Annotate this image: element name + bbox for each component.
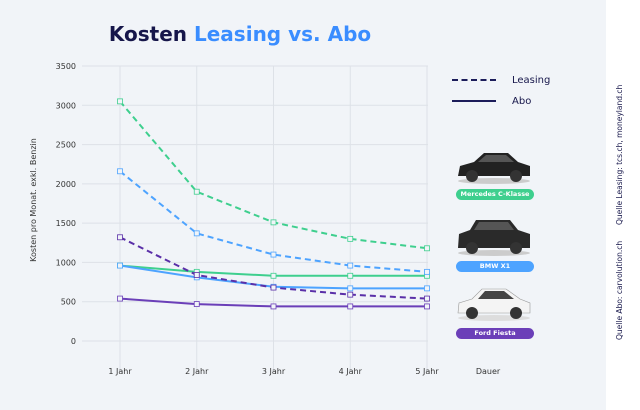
y-tick-label: 1000 — [56, 258, 76, 267]
series-line-bmw-x1-leasing — [119, 170, 428, 273]
data-point — [347, 262, 354, 269]
source-leasing: Quelle Leasing: tcs.ch, moneyland.ch — [615, 84, 624, 225]
data-point — [347, 272, 354, 279]
y-tick-label: 0 — [71, 337, 76, 346]
data-point — [347, 285, 354, 292]
x-tick-label: 2 Jahr — [185, 367, 209, 376]
y-tick-label: 3000 — [56, 101, 76, 110]
x-tick-label: 4 Jahr — [339, 367, 363, 376]
data-point — [117, 168, 123, 175]
data-point — [424, 285, 430, 292]
y-tick-label: 500 — [61, 298, 76, 307]
dashed-line-swatch — [452, 79, 496, 81]
data-point — [193, 230, 200, 237]
car-label-ford: Ford Fiesta — [456, 328, 534, 339]
data-point — [424, 303, 430, 310]
y-tick-label: 2500 — [56, 141, 76, 150]
data-point — [117, 295, 123, 302]
x-tick-label: 3 Jahr — [262, 367, 286, 376]
x-tick-label: 1 Jahr — [108, 367, 132, 376]
car-label-bmw: BMW X1 — [456, 261, 534, 272]
data-point — [424, 245, 430, 252]
chart-panel — [0, 0, 606, 410]
title-part1: Kosten — [108, 22, 188, 46]
mercedes-car-image — [458, 153, 530, 184]
title-part2: Leasing vs. Abo — [194, 22, 372, 46]
y-tick-label: 1500 — [56, 219, 76, 228]
data-point — [117, 98, 123, 105]
data-point — [347, 291, 354, 298]
data-point — [117, 262, 123, 269]
data-point — [347, 235, 354, 242]
data-point — [193, 272, 200, 278]
ford-car-image — [457, 288, 531, 321]
car-label-mercedes: Mercedes C-Klasse — [456, 189, 534, 200]
x-axis-label: Dauer — [476, 367, 501, 376]
legend-abo-label: Abo — [512, 96, 532, 107]
data-point — [270, 303, 277, 310]
data-point — [270, 272, 277, 279]
data-point — [193, 301, 200, 307]
legend-leasing-label: Leasing — [512, 75, 551, 86]
y-axis-label: Kosten pro Monat. exkl. Benzin — [29, 138, 38, 262]
bmw-car-image — [458, 220, 530, 256]
legend-abo: Abo — [452, 96, 531, 107]
source-abo: Quelle Abo: carvolution.ch — [615, 240, 624, 340]
data-point — [270, 251, 277, 258]
data-point — [193, 188, 200, 195]
data-point — [424, 295, 430, 302]
data-point — [270, 219, 277, 226]
data-point — [270, 284, 277, 291]
y-tick-label: 2000 — [56, 180, 76, 189]
x-tick-label: 5 Jahr — [415, 367, 439, 376]
legend-leasing: Leasing — [452, 75, 550, 86]
data-point — [347, 303, 354, 310]
y-tick-label: 3500 — [56, 62, 76, 71]
data-point — [424, 268, 430, 275]
data-point — [117, 234, 123, 241]
solid-line-swatch — [452, 100, 496, 102]
chart-title: Kosten Leasing vs. Abo — [0, 22, 480, 46]
